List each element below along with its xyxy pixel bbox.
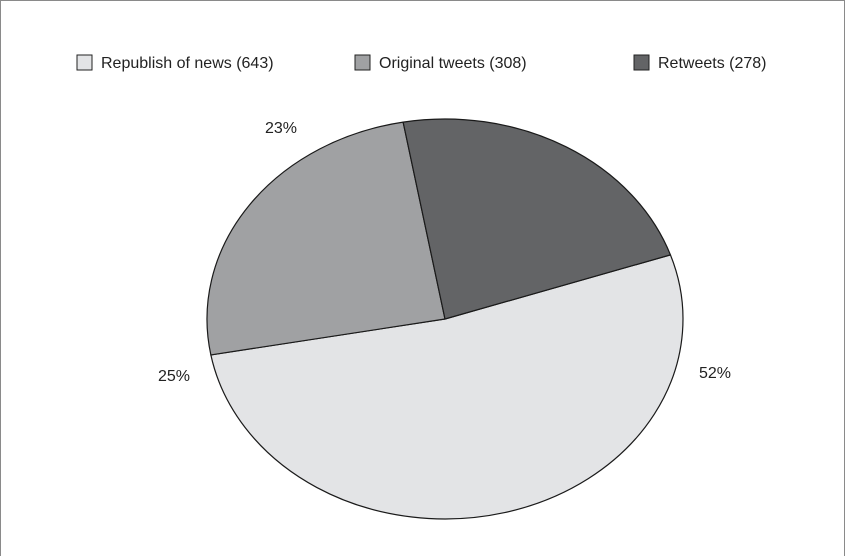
percent-label-republish-of-news: 52% (699, 365, 731, 382)
pie-slice-original-tweets (206, 121, 446, 356)
legend-swatch-original-tweets (354, 54, 371, 71)
percent-labels: 52% 25% 23% (158, 120, 731, 385)
legend-swatch-retweets (633, 54, 650, 71)
legend-label-retweets: Retweets (278) (658, 55, 767, 72)
legend-item-original-tweets: Original tweets (308) (354, 54, 527, 72)
pie-slice-retweets (402, 118, 672, 320)
legend-item-republish-of-news: Republish of news (643) (76, 54, 274, 72)
percent-label-retweets: 23% (265, 120, 297, 137)
legend-swatch-republish-of-news (76, 54, 93, 71)
legend-label-original-tweets: Original tweets (308) (379, 55, 527, 72)
percent-label-original-tweets: 25% (158, 368, 190, 385)
legend: Republish of news (643) Original tweets (… (76, 54, 767, 72)
legend-label-republish-of-news: Republish of news (643) (101, 55, 274, 72)
pie-slice-republish-of-news (210, 254, 684, 520)
legend-item-retweets: Retweets (278) (633, 54, 767, 72)
pie-slices (206, 118, 684, 520)
